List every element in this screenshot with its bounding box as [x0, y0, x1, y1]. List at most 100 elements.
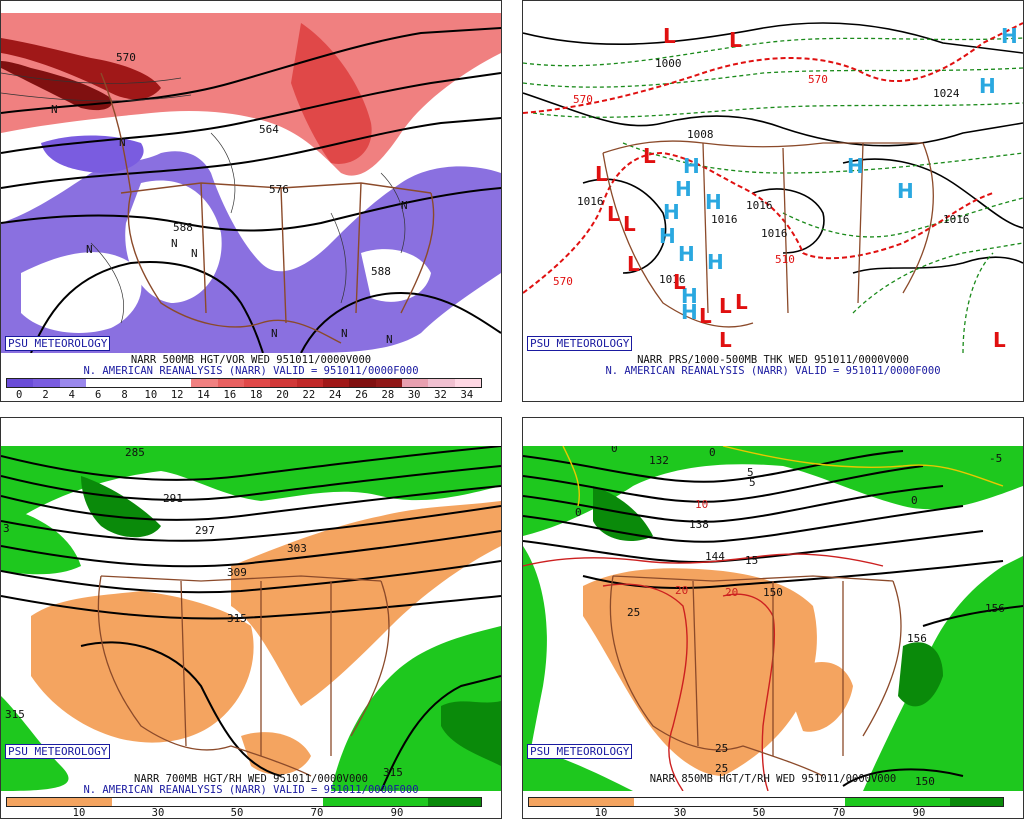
colorbar-swatch — [217, 379, 244, 387]
low-marker: L — [993, 328, 1006, 352]
temperature-label: -5 — [989, 452, 1002, 465]
temperature-label: 20 — [725, 586, 738, 599]
humidity-moist-region-east — [331, 626, 501, 791]
colorbar-swatch — [454, 379, 481, 387]
colorbar-tick-label: 24 — [328, 389, 342, 401]
colorbar-tick-label: 2 — [42, 389, 49, 401]
colorbar-swatch — [686, 798, 740, 806]
contour-label-7: 315 — [5, 708, 25, 721]
humidity-dry-band-east — [231, 501, 501, 706]
colorbar-tick-label: 30 — [151, 807, 165, 819]
temperature-label: 25 — [627, 606, 640, 619]
high-marker: H — [659, 224, 676, 248]
map-pressure: 1000 1008 1016 1016 1016 1016 1024 1016 … — [523, 13, 1023, 353]
height-contours — [523, 450, 1023, 787]
contour-label-1: 570 — [116, 51, 136, 64]
colorbar-swatch — [59, 798, 113, 806]
political-boundaries — [100, 72, 435, 344]
contour-label-5: 588 — [371, 265, 391, 278]
colorbar-tick-label: 0 — [15, 389, 23, 401]
colorbar-swatch — [349, 379, 376, 387]
isobar-label-9: 1016 — [659, 273, 686, 286]
map-850mb-svg: 132 138 144 150 156 156 150 -5 5 10 15 2… — [523, 446, 1023, 791]
colorbar-tick-label: 90 — [912, 807, 926, 819]
vorticity-core-region — [1, 61, 112, 111]
colorbar-swatch — [164, 798, 218, 806]
colorbar-tick-label: 70 — [832, 807, 846, 819]
low-marker: L — [735, 290, 748, 314]
temperature-label: 5 — [749, 476, 756, 489]
vorticity-centers: N N N N N N N N N — [51, 103, 408, 346]
high-marker: H — [979, 74, 996, 98]
temperature-label: 0 — [575, 506, 582, 519]
contour-label-2: 138 — [689, 518, 709, 531]
panel-title: NARR 850MB HGT/T/RH WED 951011/0000V000 — [649, 773, 897, 785]
colorbar-swatch — [33, 379, 60, 387]
low-marker: L — [673, 270, 686, 294]
colorbar-tick-label: 70 — [310, 807, 324, 819]
colorbar-swatch — [270, 379, 297, 387]
colorbar-tick-label: 8 — [121, 389, 128, 401]
vorticity-contours — [1, 72, 406, 324]
thickness-label-1: 570 — [553, 275, 573, 288]
high-marker: H — [681, 300, 698, 324]
low-pressure-centers: L L L L L L L L L L L L L — [595, 24, 1006, 352]
panel-subtitle: N. AMERICAN REANALYSIS (NARR) VALID = 95… — [83, 784, 419, 796]
colorbar-swatch — [375, 379, 402, 387]
humidity-dry-region-west — [31, 591, 254, 743]
colorbar-tick-label: 10 — [144, 389, 158, 401]
colorbar-tick-label: 12 — [170, 389, 184, 401]
low-marker: L — [699, 304, 712, 328]
humidity-dry-patch-east — [783, 662, 853, 732]
humidity-moist-region-north — [523, 446, 1023, 536]
humidity-moist-region-north — [1, 446, 501, 536]
isobar-label-8: 1016 — [943, 213, 970, 226]
humidity-moist-core-east — [898, 642, 943, 707]
colorbar-tick-label: 4 — [68, 389, 75, 401]
low-marker: L — [643, 144, 656, 168]
psu-meteorology-label: PSU METEOROLOGY — [527, 744, 633, 759]
colorbar-swatch — [634, 798, 687, 806]
center-mark: N — [341, 327, 348, 340]
contour-label-1: 285 — [125, 446, 145, 459]
high-marker: H — [663, 200, 680, 224]
colorbar-swatch — [739, 798, 793, 806]
colorbar-tick-label: 10 — [594, 807, 608, 819]
low-marker: L — [623, 212, 636, 236]
center-mark: N — [119, 136, 126, 149]
isobar-label-5: 1016 — [746, 199, 773, 212]
center-mark: N — [51, 103, 58, 116]
colorbar-tick-label: 14 — [197, 389, 210, 401]
high-marker: H — [847, 154, 864, 178]
high-marker: H — [897, 179, 914, 203]
contour-label-1: 132 — [649, 454, 669, 467]
map-500mb: 570 564 576 588 588 N N N N N N N N N — [1, 13, 501, 353]
panel-title: NARR PRS/1000-500MB THK WED 951011/0000V… — [637, 354, 909, 366]
high-pressure-centers: H H H H H H H H H H H H H H H — [541, 24, 1018, 353]
colorbar-tick-label: 30 — [407, 389, 421, 401]
low-marker: L — [627, 252, 640, 276]
isobar-label-7: 1024 — [933, 87, 960, 100]
colorbar — [528, 797, 1004, 807]
map-pressure-svg: 1000 1008 1016 1016 1016 1016 1024 1016 … — [523, 22, 1023, 353]
colorbar-swatch — [322, 798, 376, 806]
isobar-label-6: 1016 — [761, 227, 788, 240]
colorbar-swatch — [792, 798, 845, 806]
colorbar-swatch — [428, 379, 455, 387]
humidity-moist-region-east — [863, 556, 1023, 791]
colorbar-tick-label: 6 — [94, 389, 102, 401]
vorticity-white-interior — [125, 180, 222, 303]
high-marker: H — [541, 349, 558, 353]
colorbar-swatch — [112, 379, 139, 387]
contour-label-3: 297 — [195, 524, 215, 537]
colorbar-tick-label: 32 — [434, 389, 447, 401]
temperature-label: 25 — [715, 742, 728, 755]
isobar-label-1: 1000 — [655, 57, 682, 70]
high-marker: H — [705, 190, 722, 214]
temperature-label: 15 — [745, 554, 758, 567]
low-marker: L — [595, 162, 608, 186]
psu-meteorology-label: PSU METEOROLOGY — [5, 336, 111, 351]
contour-label-8: 315 — [383, 766, 403, 779]
low-marker: L — [719, 294, 732, 318]
contour-label-4: 588 — [173, 221, 193, 234]
